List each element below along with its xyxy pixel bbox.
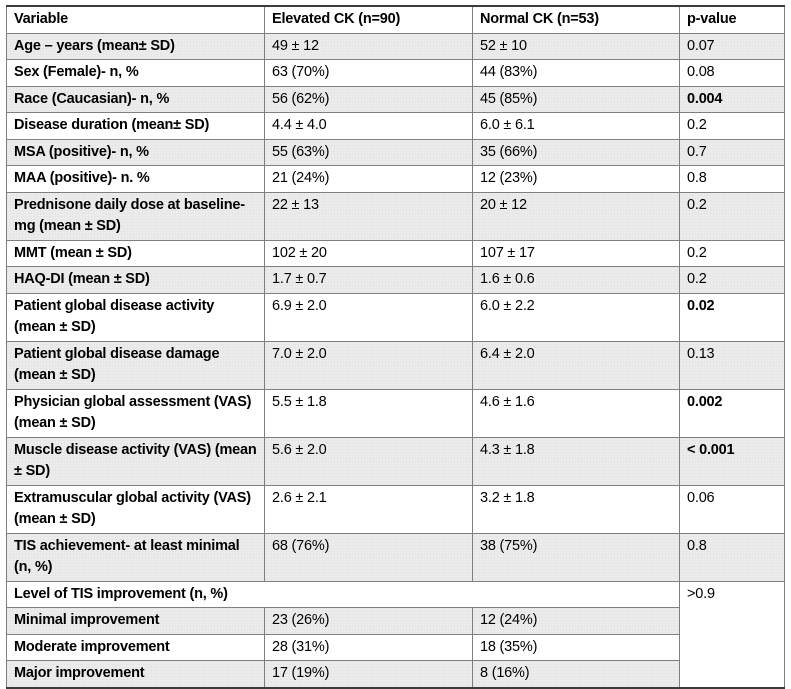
column-header-normal-ck: Normal CK (n=53) bbox=[472, 5, 680, 34]
header-row: Variable Elevated CK (n=90) Normal CK (n… bbox=[6, 5, 785, 34]
value-cell: 107 ± 17 bbox=[472, 239, 680, 267]
variable-cell: Patient global disease damage (mean ± SD… bbox=[6, 340, 265, 390]
variable-cell: Extramuscular global activity (VAS) (mea… bbox=[6, 484, 265, 534]
value-cell: 49 ± 12 bbox=[264, 32, 473, 60]
column-header-elevated-ck: Elevated CK (n=90) bbox=[264, 5, 473, 34]
value-cell: 6.4 ± 2.0 bbox=[472, 340, 680, 390]
value-cell: 20 ± 12 bbox=[472, 191, 680, 241]
p-value-cell: 0.8 bbox=[679, 532, 785, 582]
table-row-minimal-improvement: Minimal improvement 23 (26%) 12 (24%) bbox=[6, 607, 785, 635]
value-cell: 6.0 ± 6.1 bbox=[472, 112, 680, 140]
p-value-cell: 0.08 bbox=[679, 59, 785, 87]
table-row-extramuscular-activity: Extramuscular global activity (VAS) (mea… bbox=[6, 484, 785, 534]
table-row-major-improvement: Major improvement 17 (19%) 8 (16%) bbox=[6, 660, 785, 688]
variable-cell: Patient global disease activity (mean ± … bbox=[6, 292, 265, 342]
table-row-race: Race (Caucasian)- n, % 56 (62%) 45 (85%)… bbox=[6, 85, 785, 113]
variable-cell: MMT (mean ± SD) bbox=[6, 239, 265, 267]
value-cell: 28 (31%) bbox=[264, 633, 473, 661]
table-row-prednisone: Prednisone daily dose at baseline- mg (m… bbox=[6, 191, 785, 241]
table-row-haq-di: HAQ-DI (mean ± SD) 1.7 ± 0.7 1.6 ± 0.6 0… bbox=[6, 266, 785, 294]
value-cell: 6.9 ± 2.0 bbox=[264, 292, 473, 342]
p-value-cell: 0.002 bbox=[679, 388, 785, 438]
p-value-cell: 0.07 bbox=[679, 32, 785, 60]
table-row-tis-achievement: TIS achievement- at least minimal (n, %)… bbox=[6, 532, 785, 582]
variable-cell: Race (Caucasian)- n, % bbox=[6, 85, 265, 113]
variable-cell: HAQ-DI (mean ± SD) bbox=[6, 266, 265, 294]
value-cell: 6.0 ± 2.2 bbox=[472, 292, 680, 342]
variable-cell: Disease duration (mean± SD) bbox=[6, 112, 265, 140]
p-value-merged-cell: >0.9 bbox=[679, 580, 785, 688]
p-value-cell: 0.2 bbox=[679, 239, 785, 267]
value-cell: 21 (24%) bbox=[264, 165, 473, 193]
value-cell: 1.6 ± 0.6 bbox=[472, 266, 680, 294]
value-cell: 63 (70%) bbox=[264, 59, 473, 87]
value-cell: 38 (75%) bbox=[472, 532, 680, 582]
table-row-msa: MSA (positive)- n, % 55 (63%) 35 (66%) 0… bbox=[6, 138, 785, 166]
variable-cell: Muscle disease activity (VAS) (mean ± SD… bbox=[6, 436, 265, 486]
p-value-cell: 0.2 bbox=[679, 112, 785, 140]
table-row-tis-improvement-header: Level of TIS improvement (n, %) >0.9 bbox=[6, 580, 785, 688]
variable-cell: Moderate improvement bbox=[6, 633, 265, 661]
table-row-disease-duration: Disease duration (mean± SD) 4.4 ± 4.0 6.… bbox=[6, 112, 785, 140]
column-header-p-value: p-value bbox=[679, 5, 785, 34]
value-cell: 5.5 ± 1.8 bbox=[264, 388, 473, 438]
table-row-physician-global: Physician global assessment (VAS) (mean … bbox=[6, 388, 785, 438]
value-cell: 35 (66%) bbox=[472, 138, 680, 166]
table-row-age: Age – years (mean± SD) 49 ± 12 52 ± 10 0… bbox=[6, 32, 785, 60]
variable-cell: Physician global assessment (VAS) (mean … bbox=[6, 388, 265, 438]
value-cell: 22 ± 13 bbox=[264, 191, 473, 241]
p-value-cell: 0.06 bbox=[679, 484, 785, 534]
column-header-variable: Variable bbox=[6, 5, 265, 34]
value-cell: 23 (26%) bbox=[264, 607, 473, 635]
table-row-muscle-disease-activity: Muscle disease activity (VAS) (mean ± SD… bbox=[6, 436, 785, 486]
p-value-cell: 0.13 bbox=[679, 340, 785, 390]
value-cell: 7.0 ± 2.0 bbox=[264, 340, 473, 390]
variable-cell: Age – years (mean± SD) bbox=[6, 32, 265, 60]
value-cell: 2.6 ± 2.1 bbox=[264, 484, 473, 534]
value-cell: 8 (16%) bbox=[472, 660, 680, 688]
comparison-table: Variable Elevated CK (n=90) Normal CK (n… bbox=[6, 5, 785, 689]
value-cell: 44 (83%) bbox=[472, 59, 680, 87]
value-cell: 18 (35%) bbox=[472, 633, 680, 661]
value-cell: 4.4 ± 4.0 bbox=[264, 112, 473, 140]
value-cell: 17 (19%) bbox=[264, 660, 473, 688]
table-row-patient-global-activity: Patient global disease activity (mean ± … bbox=[6, 292, 785, 342]
variable-cell: Sex (Female)- n, % bbox=[6, 59, 265, 87]
p-value-cell: 0.8 bbox=[679, 165, 785, 193]
table-row-moderate-improvement: Moderate improvement 28 (31%) 18 (35%) bbox=[6, 633, 785, 661]
variable-cell: TIS achievement- at least minimal (n, %) bbox=[6, 532, 265, 582]
p-value-cell: 0.2 bbox=[679, 191, 785, 241]
value-cell: 56 (62%) bbox=[264, 85, 473, 113]
table-row-mmt: MMT (mean ± SD) 102 ± 20 107 ± 17 0.2 bbox=[6, 239, 785, 267]
variable-cell: Prednisone daily dose at baseline- mg (m… bbox=[6, 191, 265, 241]
variable-cell: MAA (positive)- n. % bbox=[6, 165, 265, 193]
p-value-cell: 0.02 bbox=[679, 292, 785, 342]
value-cell: 5.6 ± 2.0 bbox=[264, 436, 473, 486]
value-cell: 52 ± 10 bbox=[472, 32, 680, 60]
variable-cell: Major improvement bbox=[6, 660, 265, 688]
table-row-maa: MAA (positive)- n. % 21 (24%) 12 (23%) 0… bbox=[6, 165, 785, 193]
table-row-sex: Sex (Female)- n, % 63 (70%) 44 (83%) 0.0… bbox=[6, 59, 785, 87]
value-cell: 4.3 ± 1.8 bbox=[472, 436, 680, 486]
table-row-patient-global-damage: Patient global disease damage (mean ± SD… bbox=[6, 340, 785, 390]
p-value-cell: < 0.001 bbox=[679, 436, 785, 486]
value-cell: 3.2 ± 1.8 bbox=[472, 484, 680, 534]
value-cell: 45 (85%) bbox=[472, 85, 680, 113]
p-value-cell: 0.2 bbox=[679, 266, 785, 294]
section-header-cell: Level of TIS improvement (n, %) bbox=[6, 580, 680, 608]
variable-cell: MSA (positive)- n, % bbox=[6, 138, 265, 166]
value-cell: 102 ± 20 bbox=[264, 239, 473, 267]
value-cell: 4.6 ± 1.6 bbox=[472, 388, 680, 438]
value-cell: 55 (63%) bbox=[264, 138, 473, 166]
value-cell: 1.7 ± 0.7 bbox=[264, 266, 473, 294]
value-cell: 68 (76%) bbox=[264, 532, 473, 582]
p-value-cell: 0.004 bbox=[679, 85, 785, 113]
variable-cell: Minimal improvement bbox=[6, 607, 265, 635]
value-cell: 12 (24%) bbox=[472, 607, 680, 635]
p-value-cell: 0.7 bbox=[679, 138, 785, 166]
value-cell: 12 (23%) bbox=[472, 165, 680, 193]
